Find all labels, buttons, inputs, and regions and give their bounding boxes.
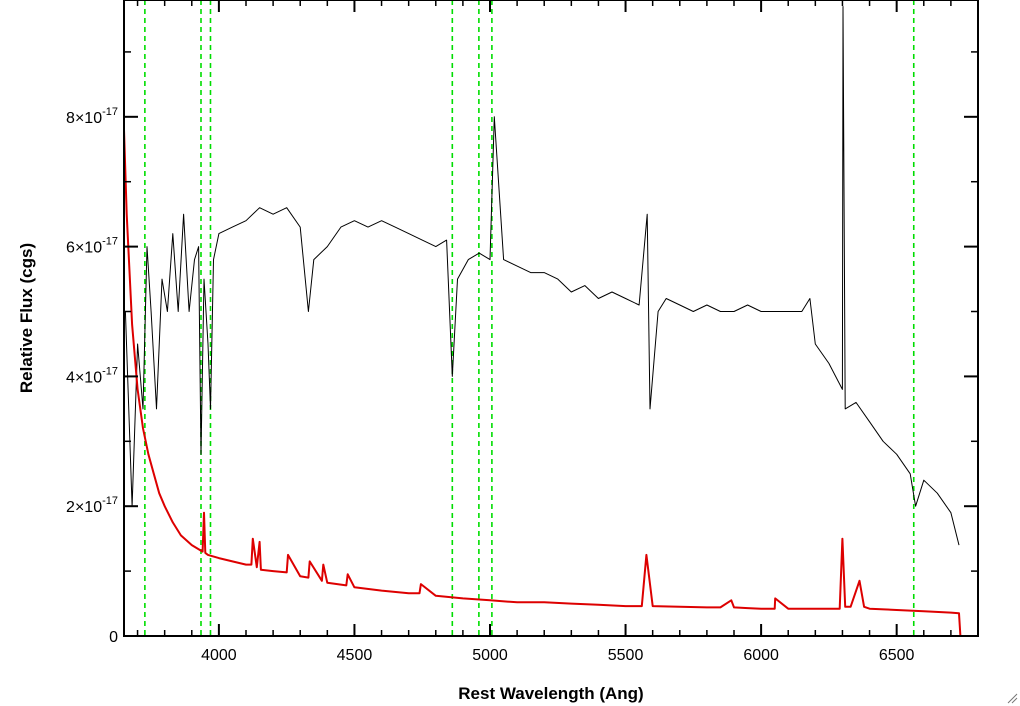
x-tick-label: 4000 — [201, 647, 237, 664]
series-layer — [123, 6, 978, 637]
x-tick-label: 5000 — [472, 647, 508, 664]
x-tick-label: 6500 — [879, 647, 915, 664]
x-tick-label: 6000 — [743, 647, 779, 664]
y-tick-label: 8×10-17 — [66, 106, 118, 127]
x-tick-label: 4500 — [337, 647, 373, 664]
series-line-1 — [123, 129, 978, 637]
y-axis-title: Relative Flux (cgs) — [17, 243, 36, 393]
plot-frame — [123, 0, 979, 637]
x-tick-label: 5500 — [608, 647, 644, 664]
axis-ticks: 4000 4500 5000 5500 6000 6500 0 2×10-17 4×10-17 6… — [66, 0, 979, 664]
vertical-markers — [144, 0, 915, 636]
y-tick-label: 0 — [109, 629, 118, 646]
y-tick-label: 2×10-17 — [66, 495, 118, 516]
resize-grip-icon[interactable] — [1007, 693, 1018, 704]
y-tick-label: 6×10-17 — [66, 236, 118, 257]
x-axis-title: Rest Wavelength (Ang) — [458, 684, 643, 703]
series-line-0 — [124, 6, 960, 546]
y-tick-label: 4×10-17 — [66, 365, 118, 386]
